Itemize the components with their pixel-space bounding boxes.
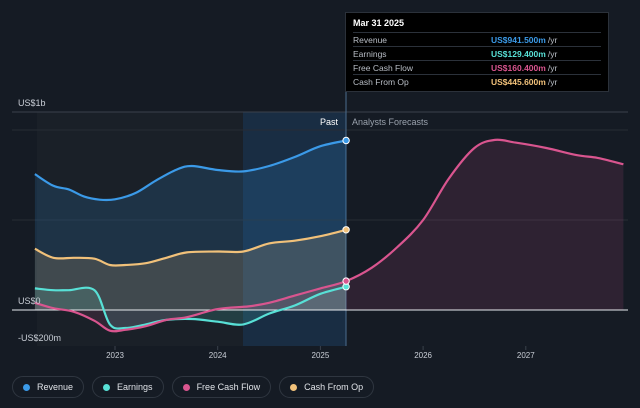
forecast-label: Analysts Forecasts (352, 117, 429, 127)
tooltip-unit: /yr (547, 76, 558, 87)
point-cfo (342, 226, 350, 234)
past-highlight-region (243, 112, 346, 346)
x-tick-label: 2023 (106, 351, 124, 360)
line-layer (34, 138, 624, 333)
legend-dot-icon (182, 383, 190, 391)
past-label: Past (320, 117, 339, 127)
line-cfo (34, 228, 347, 267)
legend-label: Free Cash Flow (196, 382, 261, 392)
tooltip-row-cfo: Cash From Op US$445.600m /yr (353, 74, 601, 88)
legend-dot-icon (23, 383, 30, 391)
area-earnings (34, 286, 347, 329)
tooltip-date: Mar 31 2025 (353, 18, 405, 28)
y-label-top: US$1b (18, 98, 46, 108)
tooltip-label: Cash From Op (353, 76, 409, 87)
tooltip-unit: /yr (547, 48, 558, 59)
tooltip-panel: Mar 31 2025 Revenue US$941.500m /yr Earn… (345, 12, 609, 92)
tooltip-value: US$129.400m (491, 48, 546, 59)
tooltip-unit: /yr (547, 62, 558, 73)
tooltip-label: Revenue (353, 34, 388, 45)
point-revenue (342, 136, 350, 145)
tooltip-value: US$445.600m (491, 76, 546, 87)
point-fcf (342, 277, 350, 285)
legend-dot-icon (290, 383, 298, 391)
tooltip-row-earnings: Earnings US$129.400m /yr (353, 46, 601, 60)
legend-item-earnings[interactable]: Earnings (92, 376, 164, 398)
tooltip-label: Earnings (353, 48, 387, 59)
area-cfo (34, 229, 347, 310)
legend-dot-icon (103, 383, 111, 391)
tooltip-label: Free Cash Flow (353, 62, 413, 73)
y-label-zero: US$0 (18, 296, 41, 306)
x-tick-label: 2024 (209, 351, 227, 360)
tooltip-row-revenue: Revenue US$941.500m /yr (353, 32, 601, 46)
tooltip-value: US$941.500m (491, 34, 546, 45)
area-fcf (34, 139, 624, 332)
area-revenue (34, 140, 347, 310)
x-axis-ticks: 2023 2024 2025 2026 2027 (106, 346, 535, 360)
y-label-bottom: -US$200m (18, 333, 61, 343)
legend-item-revenue[interactable]: Revenue (12, 376, 85, 398)
tooltip-unit: /yr (547, 34, 558, 45)
tooltip-row-fcf: Free Cash Flow US$160.400m /yr (353, 60, 601, 74)
line-revenue (34, 139, 347, 202)
past-shade-dark (37, 112, 243, 346)
area-layer (34, 139, 624, 332)
legend-item-cfo[interactable]: Cash From Op (279, 376, 375, 398)
tooltip-value: US$160.400m (491, 62, 546, 73)
line-fcf (34, 138, 624, 333)
legend-label: Cash From Op (304, 382, 364, 392)
dot-layer (342, 136, 350, 291)
legend-label: Earnings (117, 382, 153, 392)
legend-label: Revenue (37, 382, 74, 392)
legend: Revenue Earnings Free Cash Flow Cash Fro… (12, 376, 375, 398)
x-tick-label: 2025 (312, 351, 330, 360)
legend-item-fcf[interactable]: Free Cash Flow (171, 376, 272, 398)
x-tick-label: 2027 (517, 351, 535, 360)
x-tick-label: 2026 (414, 351, 432, 360)
